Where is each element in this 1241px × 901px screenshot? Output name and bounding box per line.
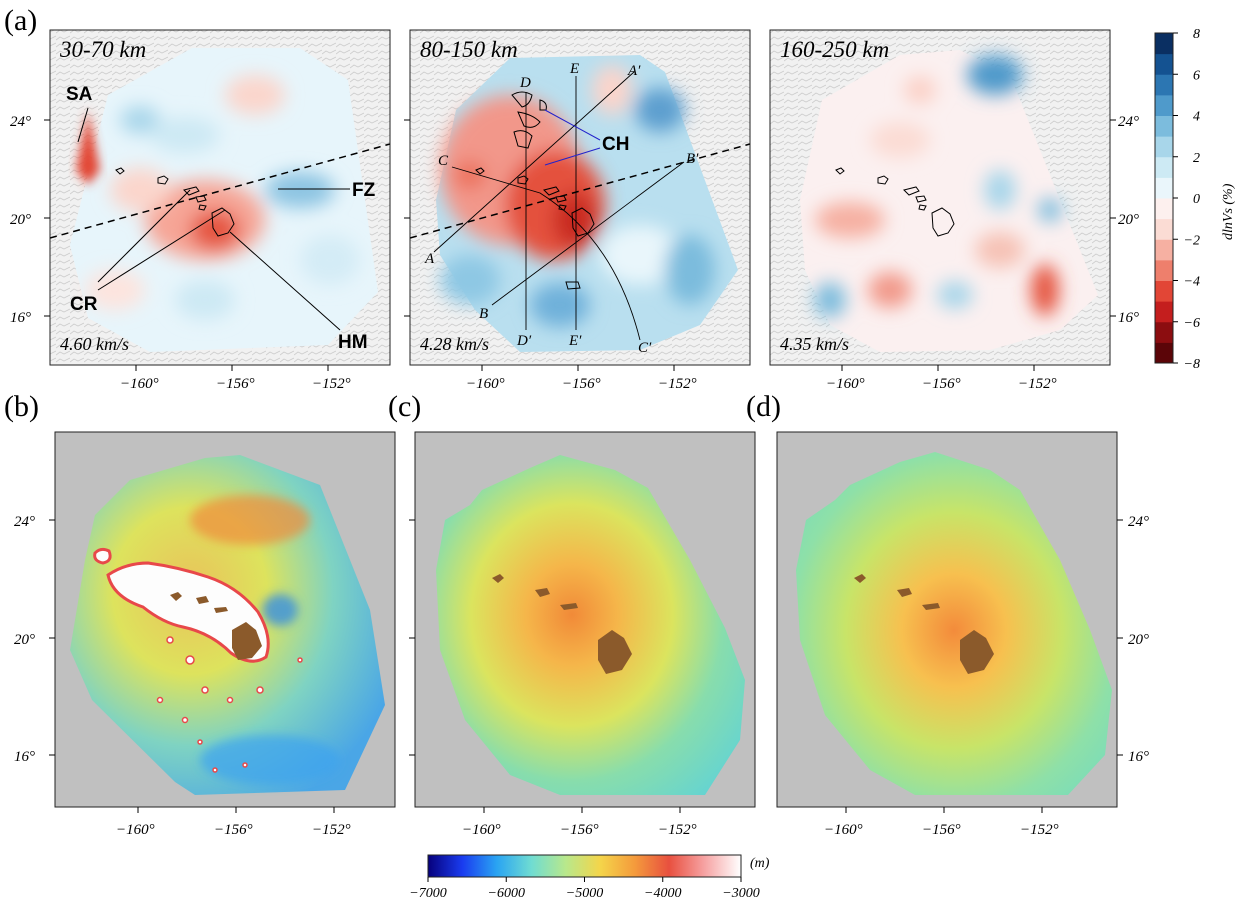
- lat-tick-a3-20: 20°: [1118, 212, 1139, 228]
- lat-tick-b-20: 20°: [14, 632, 35, 648]
- dvs-colorbar-tick: −2: [1184, 233, 1200, 248]
- depth-label-a3: 160-250 km: [780, 37, 889, 62]
- tomography-map-80-150km: CH A A′ B B′ C C′ D D′ E E′ 80-150 km 4.…: [404, 29, 751, 392]
- dvs-colorbar-bin: [1155, 259, 1173, 281]
- dvs-colorbar-bin: [1155, 280, 1173, 302]
- topo-colorbar-ramp: [428, 855, 741, 877]
- velocity-label-a2: 4.28 km/s: [420, 334, 489, 354]
- lat-tick-d-20: 20°: [1128, 632, 1149, 648]
- xsec-label-e: E: [569, 61, 579, 77]
- velocity-label-a3: 4.35 km/s: [780, 334, 849, 354]
- tomography-map-30-70km: SA FZ CR HM 30-70 km 4.60 km/s 24° 20° 1…: [10, 29, 391, 392]
- bathymetry-shallow-ridge: [93, 547, 270, 663]
- dvs-colorbar-bin: [1155, 218, 1173, 240]
- dvs-colorbar-bin: [1155, 342, 1173, 364]
- lon-tick-d-160: −160°: [824, 822, 863, 838]
- lon-tick-a1-156: −156°: [216, 376, 255, 392]
- depth-label-a2: 80-150 km: [420, 37, 518, 62]
- dvs-colorbar-tick: −8: [1184, 357, 1200, 372]
- lon-tick-a1-152: −152°: [312, 376, 351, 392]
- topo-colorbar-tick: −4000: [644, 886, 681, 901]
- lon-tick-a2-160: −160°: [466, 376, 505, 392]
- lon-tick-a3-156: −156°: [922, 376, 961, 392]
- lon-tick-b-152: −152°: [312, 822, 351, 838]
- panel-label-d: (d): [746, 390, 781, 423]
- lat-tick-a1-16: 16°: [10, 310, 31, 326]
- dvs-colorbar-bin: [1155, 74, 1173, 96]
- dvs-colorbar-tick: 2: [1193, 151, 1200, 166]
- lon-tick-d-152: −152°: [1020, 822, 1059, 838]
- lon-tick-b-160: −160°: [116, 822, 155, 838]
- xsec-label-a-prime: A′: [627, 63, 641, 79]
- dvs-colorbar-unit: dlnVs (%): [1221, 183, 1236, 240]
- panel-label-b: (b): [4, 390, 39, 423]
- dvs-colorbar-bin: [1155, 177, 1173, 199]
- xsec-label-d-prime: D′: [516, 333, 532, 349]
- dvs-colorbar-tick: 4: [1193, 110, 1200, 125]
- xsec-label-e-prime: E′: [568, 333, 582, 349]
- topo-colorbar: −7000 −6000 −5000 −4000 −3000 (m): [409, 854, 770, 901]
- lon-tick-a3-160: −160°: [826, 376, 865, 392]
- xsec-label-c-prime: C′: [638, 340, 652, 356]
- feature-label-hm: HM: [338, 332, 368, 353]
- bathymetry-map: 24° 20° 16° −160° −156° −152°: [14, 431, 396, 838]
- dvs-colorbar-tick: −4: [1184, 275, 1200, 290]
- lon-tick-b-156: −156°: [214, 822, 253, 838]
- feature-label-fz: FZ: [352, 180, 376, 201]
- lat-tick-a3-24: 24°: [1118, 114, 1139, 130]
- tomography-map-160-250km: 160-250 km 4.35 km/s −160° −156° −152° 2…: [769, 29, 1139, 392]
- lon-tick-c-156: −156°: [560, 822, 599, 838]
- lat-tick-b-16: 16°: [14, 749, 35, 765]
- xsec-label-a: A: [424, 251, 435, 267]
- xsec-label-b-prime: B′: [686, 151, 699, 167]
- lat-tick-d-24: 24°: [1128, 514, 1149, 530]
- dvs-colorbar-tick: −6: [1184, 316, 1200, 331]
- feature-label-sa: SA: [66, 84, 93, 105]
- dvs-colorbar-tick: 0: [1193, 192, 1200, 207]
- lat-tick-d-16: 16°: [1128, 749, 1149, 765]
- dvs-colorbar-tick: 8: [1193, 27, 1200, 42]
- dvs-colorbar-bin: [1155, 198, 1173, 220]
- xsec-label-d: D: [519, 75, 531, 91]
- predicted-depth-map-d: −160° −156° −152° 24° 20° 16°: [776, 431, 1149, 838]
- topo-colorbar-tick: −7000: [409, 886, 446, 901]
- panel-label-c: (c): [388, 390, 421, 423]
- feature-label-ch: CH: [602, 134, 629, 155]
- lat-tick-b-24: 24°: [14, 514, 35, 530]
- depth-label-a1: 30-70 km: [59, 37, 146, 62]
- feature-label-cr: CR: [70, 294, 98, 315]
- topo-colorbar-unit: (m): [750, 856, 770, 871]
- dvs-colorbar-bin: [1155, 115, 1173, 137]
- dvs-colorbar-bin: [1155, 53, 1173, 75]
- lon-tick-a1-160: −160°: [120, 376, 159, 392]
- lon-tick-d-156: −156°: [922, 822, 961, 838]
- dvs-colorbar-tick: 6: [1193, 68, 1200, 83]
- dvs-colorbar-bin: [1155, 239, 1173, 261]
- topo-colorbar-tick: −3000: [722, 886, 759, 901]
- panel-label-a: (a): [4, 4, 37, 37]
- topo-colorbar-tick: −5000: [566, 886, 603, 901]
- velocity-label-a1: 4.60 km/s: [60, 334, 129, 354]
- lon-tick-c-160: −160°: [462, 822, 501, 838]
- lon-tick-a2-156: −156°: [562, 376, 601, 392]
- lon-tick-c-152: −152°: [658, 822, 697, 838]
- dvs-colorbar-bin: [1155, 301, 1173, 323]
- lon-tick-a3-152: −152°: [1018, 376, 1057, 392]
- dvs-colorbar-bin: [1155, 94, 1173, 116]
- xsec-label-b: B: [479, 306, 488, 322]
- lat-tick-a1-20: 20°: [10, 212, 31, 228]
- xsec-label-c: C: [438, 153, 449, 169]
- predicted-depth-map-c: −160° −156° −152°: [409, 431, 756, 838]
- topo-colorbar-tick: −6000: [488, 886, 525, 901]
- lon-tick-a2-152: −152°: [658, 376, 697, 392]
- lat-tick-a3-16: 16°: [1118, 310, 1139, 326]
- lat-tick-a1-24: 24°: [10, 114, 31, 130]
- dvs-colorbar: 8 6 4 2 0 −2 −4 −6 −8 dlnVs (%): [1154, 27, 1236, 372]
- dvs-colorbar-bin: [1155, 321, 1173, 343]
- dvs-colorbar-bin: [1155, 156, 1173, 178]
- dvs-colorbar-bin: [1155, 136, 1173, 158]
- dvs-colorbar-bin: [1155, 33, 1173, 55]
